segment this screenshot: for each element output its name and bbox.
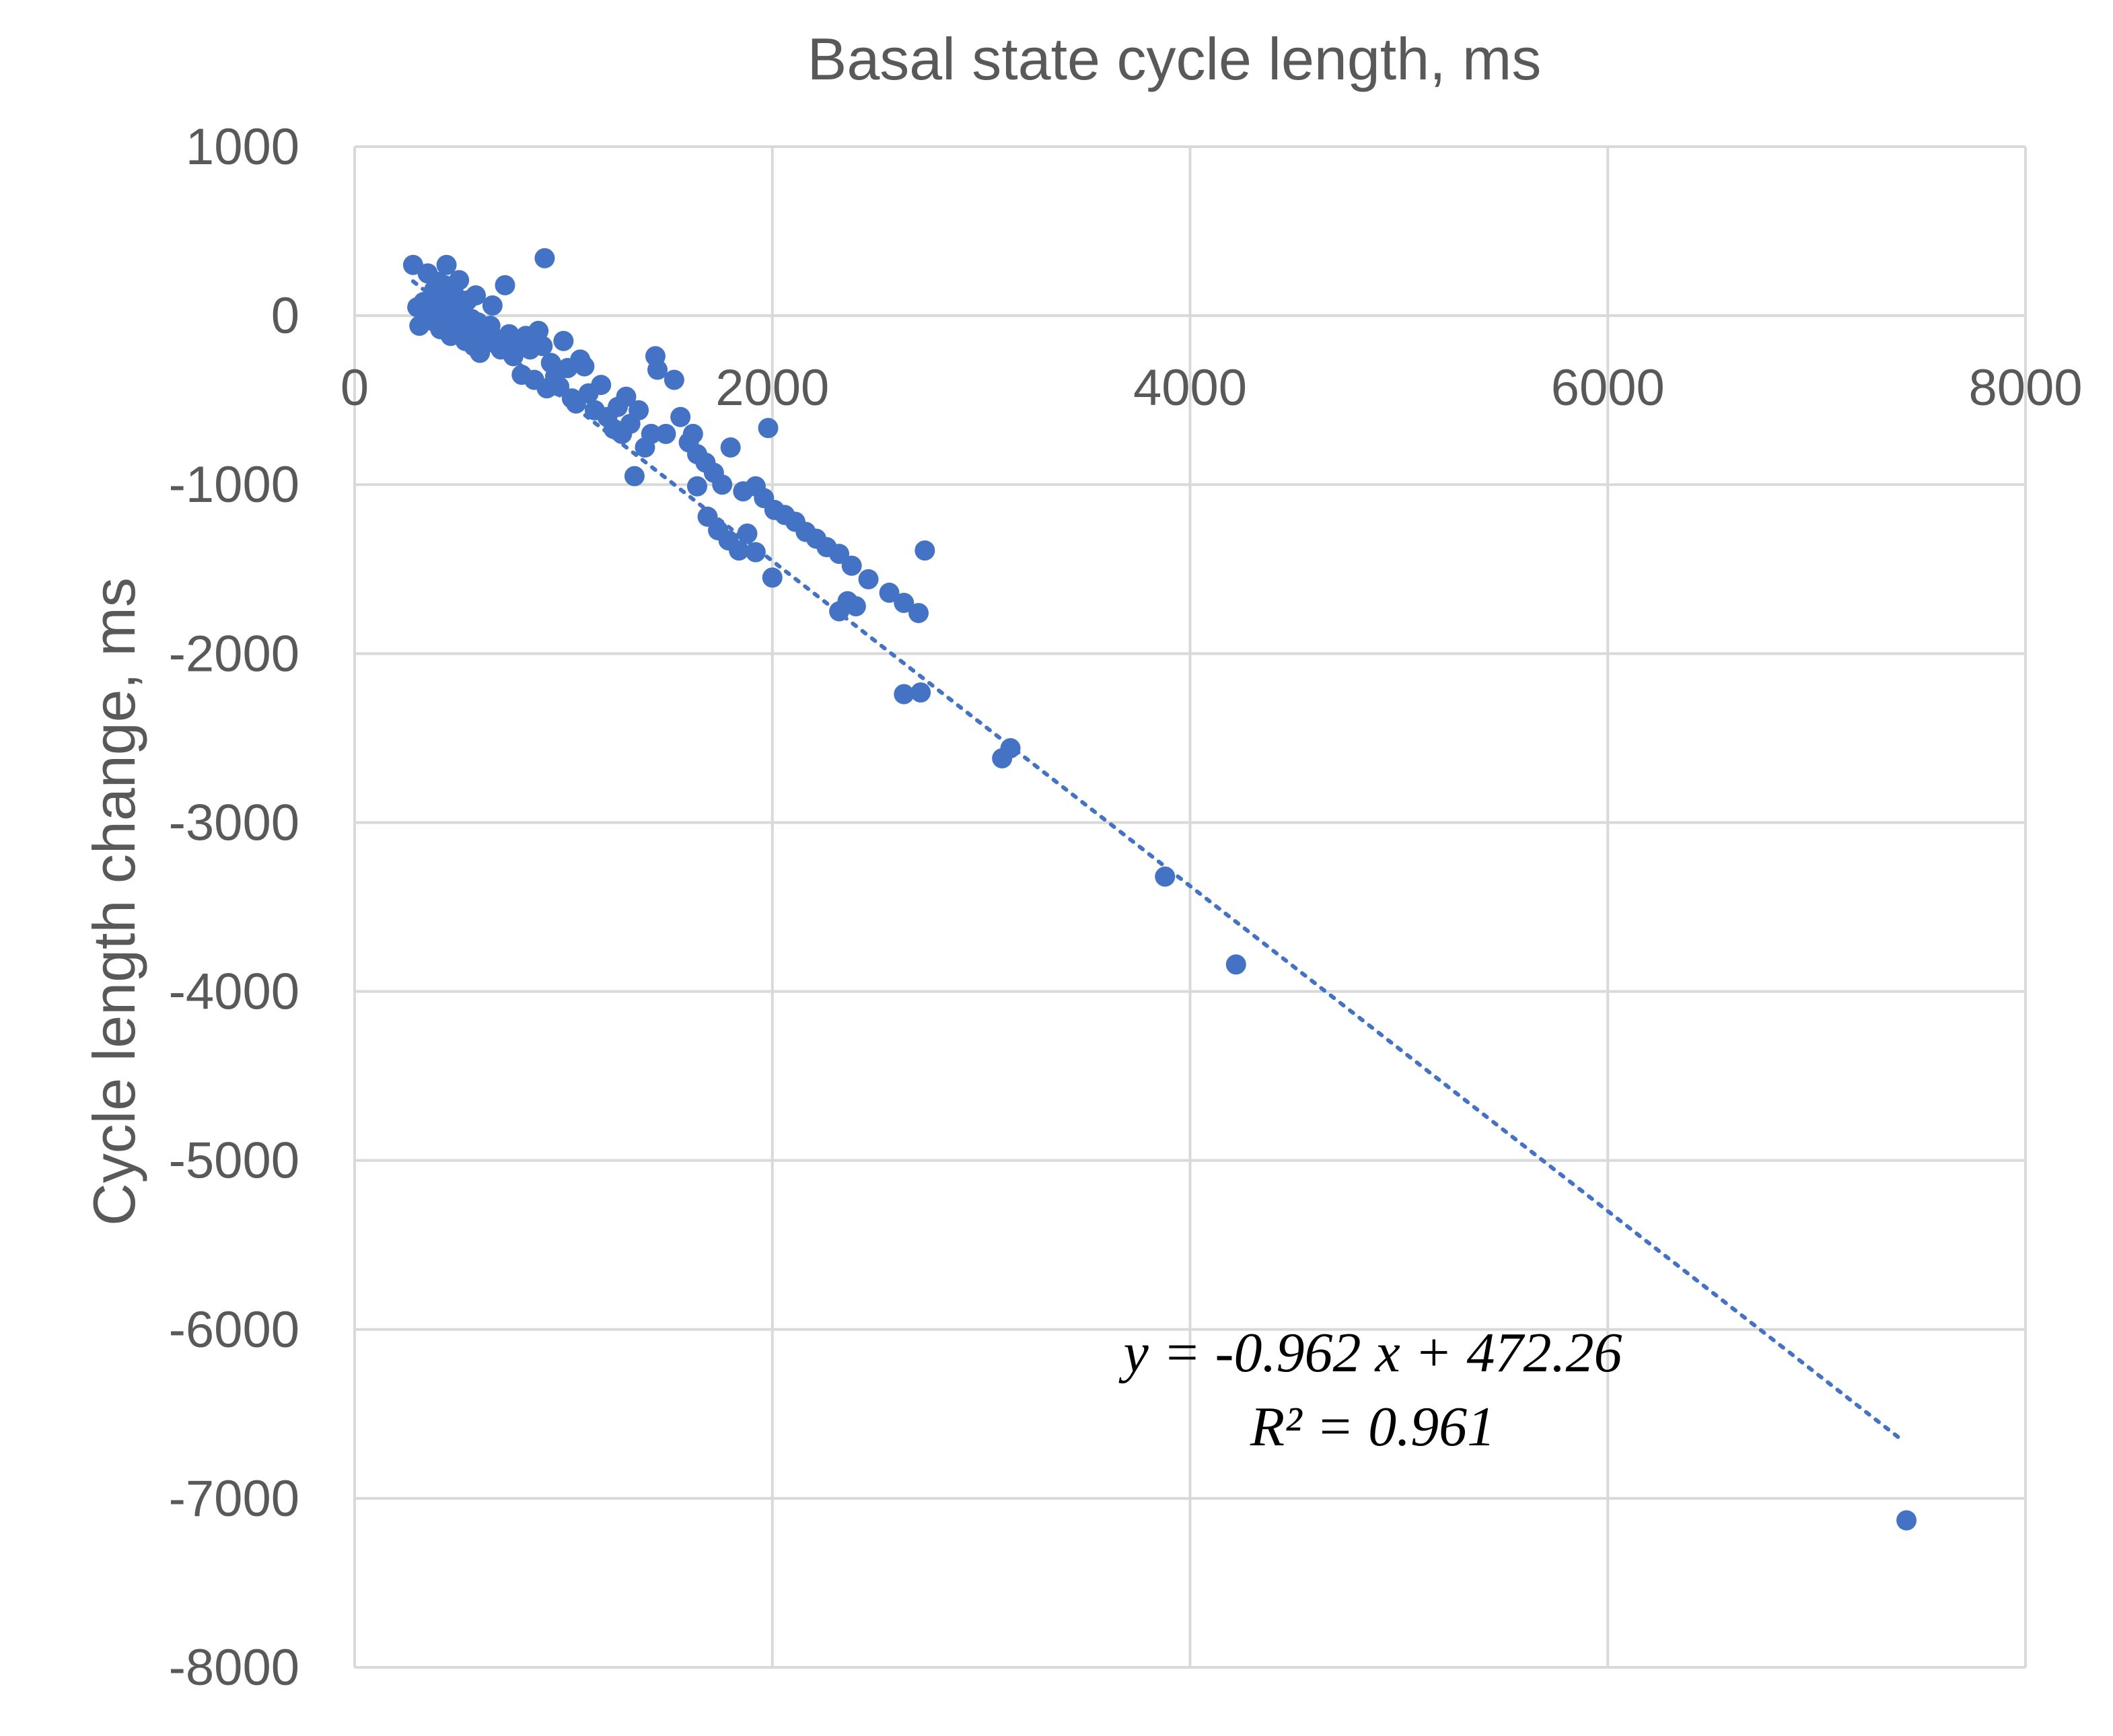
data-points bbox=[402, 248, 1917, 1531]
data-point bbox=[624, 466, 645, 486]
y-tick-label: 1000 bbox=[186, 118, 299, 176]
y-tick-label: -8000 bbox=[169, 1639, 299, 1696]
data-point bbox=[591, 375, 612, 396]
data-point bbox=[729, 540, 750, 561]
y-tick-label: -7000 bbox=[169, 1470, 299, 1527]
data-point bbox=[1225, 954, 1246, 975]
trendline bbox=[410, 279, 1902, 1441]
x-tick-label: 6000 bbox=[1551, 359, 1665, 417]
data-point bbox=[745, 542, 766, 563]
trendline-r-squared: R² = 0.961 bbox=[1250, 1396, 1495, 1458]
data-point bbox=[841, 555, 862, 576]
data-point bbox=[574, 356, 595, 377]
gridlines bbox=[353, 145, 2027, 1669]
data-point bbox=[528, 320, 549, 341]
data-point bbox=[466, 285, 487, 305]
data-point bbox=[908, 603, 929, 624]
data-point bbox=[687, 476, 708, 497]
data-point bbox=[762, 567, 783, 588]
y-tick-label: -5000 bbox=[169, 1132, 299, 1190]
x-tick-label: 4000 bbox=[1133, 359, 1247, 417]
x-tick-label: 0 bbox=[341, 359, 369, 417]
data-point bbox=[655, 423, 676, 444]
trendline-equation: y = -0.962 x + 472.26 bbox=[1118, 1322, 1622, 1384]
data-point bbox=[480, 316, 501, 336]
y-tick-label: -4000 bbox=[169, 964, 299, 1021]
data-point bbox=[553, 330, 574, 351]
data-point bbox=[1000, 737, 1021, 758]
data-point bbox=[645, 346, 666, 367]
y-tick-label: 0 bbox=[271, 287, 299, 345]
data-point bbox=[549, 376, 570, 397]
data-point bbox=[534, 248, 555, 268]
tick-labels: 1000 0 -1000 -2000 -3000 -4000 -5000 -6000 -7000… bbox=[169, 118, 2083, 1696]
data-point bbox=[641, 423, 661, 444]
data-point bbox=[670, 406, 691, 427]
chart-title: Basal state cycle length, ms bbox=[808, 26, 1542, 92]
data-point bbox=[894, 593, 915, 613]
x-tick-label: 2000 bbox=[715, 359, 829, 417]
data-point bbox=[894, 684, 915, 704]
data-point bbox=[436, 254, 457, 275]
y-tick-label: -6000 bbox=[169, 1301, 299, 1359]
data-point bbox=[720, 437, 741, 458]
data-point bbox=[758, 418, 779, 439]
data-point bbox=[712, 474, 733, 495]
data-point bbox=[845, 596, 866, 617]
data-point bbox=[402, 254, 423, 275]
y-axis-label: Cycle length change, ms bbox=[81, 577, 147, 1226]
data-point bbox=[858, 569, 879, 589]
data-point bbox=[915, 540, 935, 561]
x-tick-label: 8000 bbox=[1968, 359, 2082, 417]
data-point bbox=[482, 295, 503, 316]
y-tick-label: -1000 bbox=[169, 456, 299, 513]
data-point bbox=[532, 336, 553, 357]
data-point bbox=[829, 544, 850, 565]
trendline-layer bbox=[410, 279, 1902, 1441]
data-point bbox=[910, 682, 931, 703]
data-point bbox=[1896, 1510, 1917, 1531]
data-point bbox=[449, 270, 470, 291]
data-point bbox=[879, 582, 900, 603]
y-tick-label: -3000 bbox=[169, 794, 299, 851]
data-point bbox=[495, 275, 515, 295]
data-point bbox=[737, 523, 758, 544]
data-point bbox=[629, 400, 649, 421]
y-tick-label: -2000 bbox=[169, 625, 299, 682]
data-point bbox=[664, 369, 684, 390]
data-point bbox=[1155, 866, 1176, 887]
data-point bbox=[470, 342, 491, 363]
data-point bbox=[682, 423, 703, 444]
data-point bbox=[616, 386, 637, 407]
